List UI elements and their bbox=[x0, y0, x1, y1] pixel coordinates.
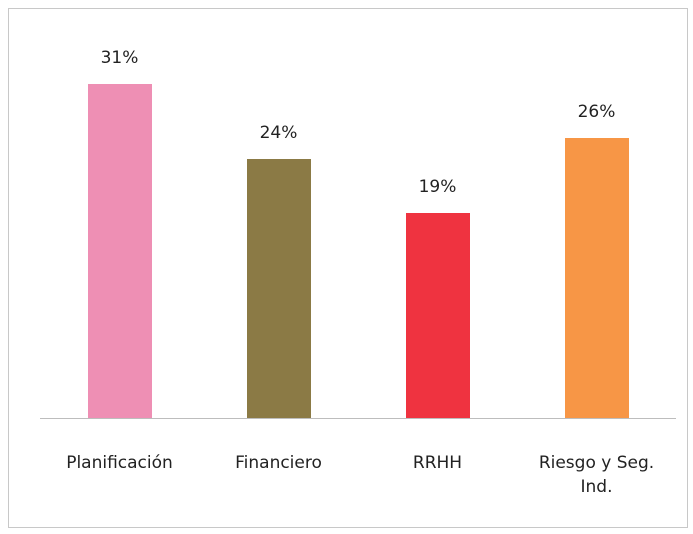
data-label: 24% bbox=[259, 123, 298, 144]
data-label: 31% bbox=[100, 48, 139, 68]
x-tick-label: RRHH bbox=[412, 453, 463, 473]
x-tick-label: Planificación bbox=[66, 453, 173, 473]
bar bbox=[405, 213, 470, 418]
baseline bbox=[40, 418, 676, 419]
x-tick-label: Riesgo y Seg. Ind. bbox=[538, 453, 655, 497]
chart-frame bbox=[8, 8, 688, 528]
data-label: 19% bbox=[418, 177, 457, 198]
data-label: 26% bbox=[577, 101, 616, 122]
bar bbox=[564, 137, 629, 418]
x-tick-label: Financiero bbox=[235, 453, 322, 473]
bar bbox=[87, 84, 152, 418]
bar bbox=[246, 159, 311, 418]
